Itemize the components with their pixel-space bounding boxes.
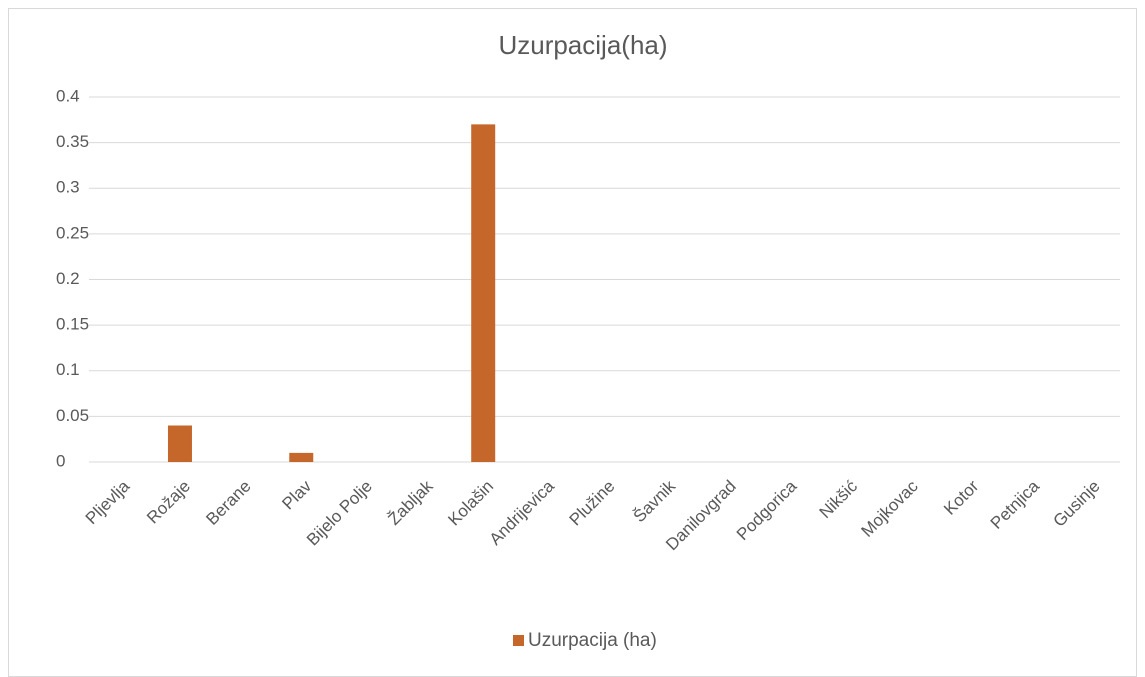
y-tick-label: 0 xyxy=(56,451,65,470)
y-tick-label: 0.15 xyxy=(56,315,89,334)
y-tick-label: 0.25 xyxy=(56,223,89,242)
bar xyxy=(289,452,314,462)
chart-border xyxy=(8,8,1137,677)
chart-title: Uzurpacija(ha) xyxy=(498,30,667,60)
y-tick-label: 0.2 xyxy=(56,269,80,288)
y-tick-label: 0.3 xyxy=(56,178,80,197)
legend-swatch xyxy=(513,635,524,646)
y-tick-label: 0.35 xyxy=(56,132,89,151)
y-tick-label: 0.4 xyxy=(56,86,80,105)
bar xyxy=(167,425,192,462)
y-tick-label: 0.1 xyxy=(56,360,80,379)
bar xyxy=(471,124,496,462)
y-tick-label: 0.05 xyxy=(56,406,89,425)
legend-label: Uzurpacija (ha) xyxy=(528,630,657,651)
